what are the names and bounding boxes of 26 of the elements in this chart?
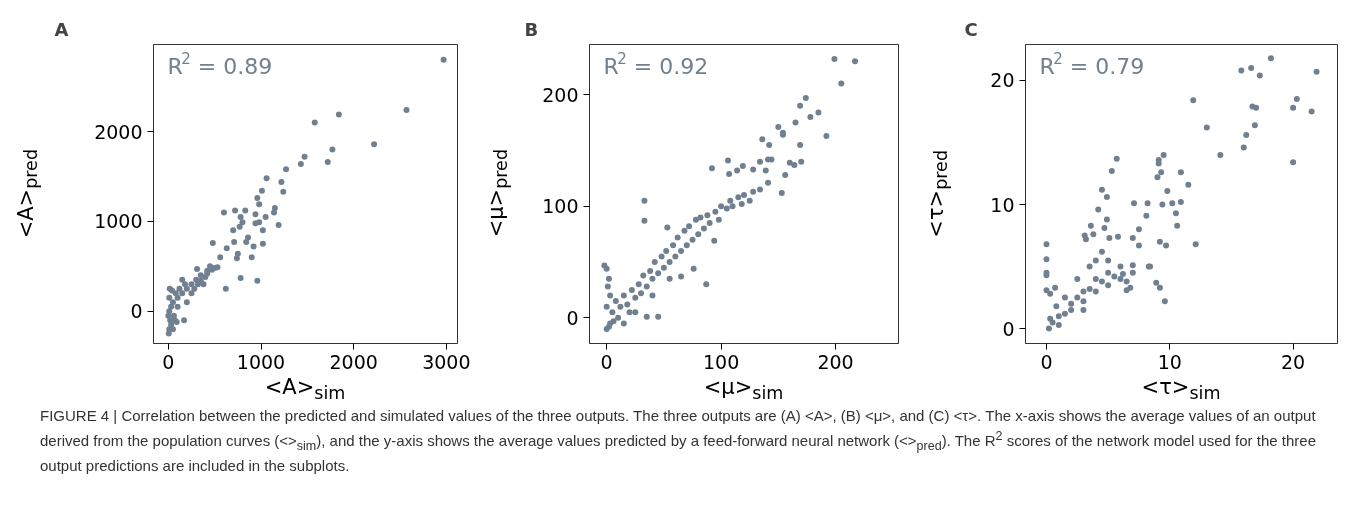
y-tick-label: 0 (1002, 317, 1015, 340)
chart-title: C (964, 18, 978, 40)
x-tick-label: 0 (162, 350, 175, 373)
x-tick-label: 10 (1157, 350, 1182, 373)
y-tick-label: 2000 (94, 120, 143, 143)
x-tick-label: 200 (817, 350, 854, 373)
text: FIGURE 4 | Correlation between the predicted and simulated values of the three outputs. The three outputs are (A) <A>, (B) <μ>, and (C) <τ>. The x-axis shows the average values of an output derived from the population curves (<>$_{sim}$), and the y-axis shows the average values predicted by a feed-forward neural network (<>$_{pred}$). The R$^{2}$ scores of the network model used for the three output predictions are included in the subplots. (40, 407, 1316, 474)
x-tick-label: 3000 (422, 350, 471, 373)
x-tick-label: 0 (1040, 350, 1053, 373)
y-tick-label: 200 (542, 83, 579, 106)
y-tick-label: 10 (990, 193, 1015, 216)
x-axis-title: <τ>$_{sim}$ (1140, 375, 1222, 406)
y-tick-label: 1000 (94, 210, 143, 233)
x-tick-label: 20 (1281, 350, 1306, 373)
chart-title: A (54, 18, 69, 40)
x-axis-title: <μ>$_{sim}$ (702, 375, 785, 406)
x-tick-label: 0 (600, 350, 613, 373)
y-tick-label: 20 (990, 69, 1015, 92)
x-tick-label: 2000 (329, 350, 378, 373)
x-tick-label: 1000 (236, 350, 286, 373)
chart-title: B (524, 18, 539, 40)
x-axis-title: <A>$_{sim}$ (263, 375, 347, 406)
x-tick-label: 100 (702, 350, 740, 373)
y-tick-label: 100 (542, 195, 579, 218)
y-tick-label: 0 (130, 300, 143, 323)
y-tick-label: 0 (566, 306, 579, 329)
